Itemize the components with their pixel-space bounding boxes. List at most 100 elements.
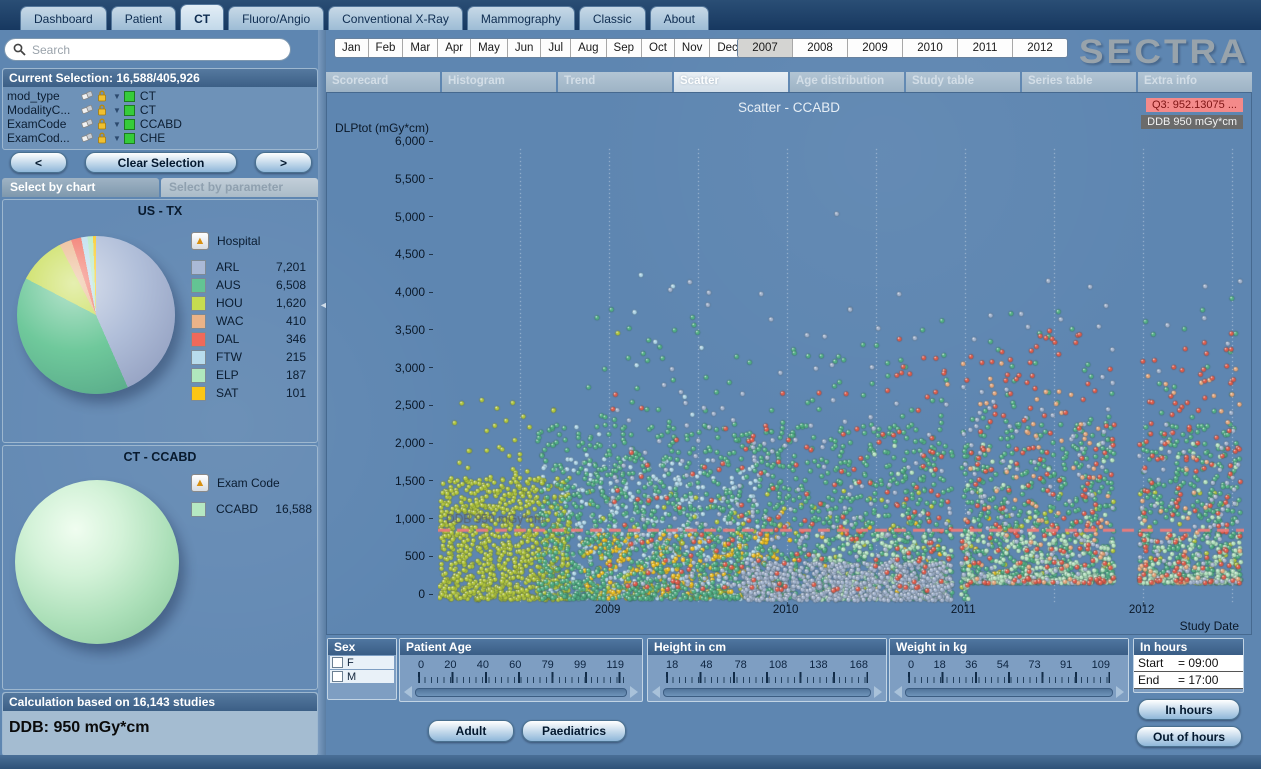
search-input[interactable]: [30, 41, 282, 58]
drill-up-icon[interactable]: ▲: [191, 232, 209, 250]
filter-name: ExamCod...: [7, 131, 70, 145]
year-cell[interactable]: 2012: [1013, 39, 1067, 57]
year-cell[interactable]: 2010: [903, 39, 958, 57]
main-tab[interactable]: Conventional X-Ray: [328, 6, 463, 30]
month-cell[interactable]: Oct: [642, 39, 675, 57]
legend-item[interactable]: ELP 187: [191, 366, 306, 384]
eraser-icon[interactable]: [81, 119, 94, 129]
chart-view-tab[interactable]: Extra info: [1138, 72, 1252, 92]
legend-item[interactable]: DAL 346: [191, 330, 306, 348]
month-cell[interactable]: Sep: [606, 39, 643, 57]
chart-view-tab[interactable]: Trend: [558, 72, 672, 92]
lock-icon[interactable]: [97, 118, 107, 130]
sex-checkbox[interactable]: [332, 671, 343, 682]
next-selection-button[interactable]: >: [255, 152, 312, 173]
slider-left-arrow-icon[interactable]: [404, 686, 412, 698]
slider-right-arrow-icon[interactable]: [874, 686, 882, 698]
legend-item[interactable]: ARL 7,201: [191, 258, 306, 276]
month-cell[interactable]: Jul: [541, 39, 572, 57]
legend-item[interactable]: CCABD 16,588: [191, 500, 312, 518]
year-cell[interactable]: 2007: [738, 39, 793, 57]
year-cell[interactable]: 2011: [958, 39, 1013, 57]
main-tab[interactable]: CT: [180, 4, 225, 30]
adult-button[interactable]: Adult: [428, 720, 514, 742]
hospital-pie-chart[interactable]: [17, 236, 175, 394]
eraser-icon[interactable]: [81, 105, 94, 115]
chart-view-tab[interactable]: Series table: [1022, 72, 1136, 92]
slider-right-arrow-icon[interactable]: [1116, 686, 1124, 698]
hours-time-row[interactable]: Start = 09:00: [1134, 655, 1243, 672]
slider-track[interactable]: [415, 687, 627, 697]
scatter-plot[interactable]: [438, 141, 1244, 606]
selection-status-dot: [123, 90, 135, 102]
drill-up-icon[interactable]: ▲: [191, 474, 209, 492]
out-of-hours-button[interactable]: Out of hours: [1136, 726, 1242, 747]
sex-checkbox[interactable]: [332, 657, 343, 668]
select-mode-tab[interactable]: Select by chart: [2, 178, 159, 197]
month-cell[interactable]: Nov: [674, 39, 711, 57]
legend-item[interactable]: WAC 410: [191, 312, 306, 330]
lock-icon[interactable]: [97, 90, 107, 102]
month-cell[interactable]: Feb: [368, 39, 404, 57]
bottom-edge-strip: [0, 755, 1261, 769]
chart-view-tab[interactable]: Scorecard: [326, 72, 440, 92]
sidebar-splitter[interactable]: ◄: [318, 30, 328, 755]
legend-value: 7,201: [275, 260, 306, 274]
chevron-down-icon[interactable]: ▼: [113, 91, 121, 101]
month-cell[interactable]: Jun: [507, 39, 542, 57]
legend-item[interactable]: SAT 101: [191, 384, 306, 402]
ruler-tick-label: 18: [666, 659, 679, 671]
main-tab[interactable]: Dashboard: [20, 6, 107, 30]
ruler-tick-label: 60: [509, 659, 522, 671]
exam-panel-title: CT - CCABD: [123, 450, 197, 464]
clear-selection-button[interactable]: Clear Selection: [85, 152, 237, 173]
y-tick-label: 1,500: [331, 474, 433, 488]
slider-track[interactable]: [663, 687, 871, 697]
legend-item[interactable]: AUS 6,508: [191, 276, 306, 294]
main-tab[interactable]: Fluoro/Angio: [228, 6, 325, 30]
month-cell[interactable]: Aug: [571, 39, 607, 57]
eraser-icon[interactable]: [81, 133, 94, 143]
month-cell[interactable]: Jan: [335, 39, 369, 57]
legend-item[interactable]: FTW 215: [191, 348, 306, 366]
chart-view-tab[interactable]: Histogram: [442, 72, 556, 92]
month-cell[interactable]: May: [471, 39, 508, 57]
paediatrics-button[interactable]: Paediatrics: [522, 720, 626, 742]
weight-filter-title: Weight in kg: [890, 639, 1128, 655]
height-range-slider[interactable]: [652, 686, 882, 698]
main-tab[interactable]: Mammography: [466, 6, 575, 30]
month-cell[interactable]: Dec: [710, 39, 745, 57]
in-hours-button[interactable]: In hours: [1138, 699, 1240, 720]
main-tab[interactable]: Classic: [578, 6, 646, 30]
chevron-down-icon[interactable]: ▼: [113, 119, 121, 129]
chevron-down-icon[interactable]: ▼: [113, 133, 121, 143]
chart-view-tabs: Scorecard Histogram Trend Scatter Age distri…: [326, 72, 1252, 92]
year-cell[interactable]: 2008: [793, 39, 848, 57]
lock-icon[interactable]: [97, 104, 107, 116]
eraser-icon[interactable]: [81, 91, 94, 101]
age-range-slider[interactable]: [404, 686, 638, 698]
chevron-down-icon[interactable]: ▼: [113, 105, 121, 115]
chart-view-tab[interactable]: Study table: [906, 72, 1020, 92]
previous-selection-button[interactable]: <: [10, 152, 67, 173]
main-tab[interactable]: Patient: [110, 6, 177, 30]
ruler-tick-label: 119: [606, 659, 624, 671]
month-cell[interactable]: Mar: [403, 39, 439, 57]
chart-view-tab[interactable]: Scatter: [674, 72, 788, 92]
weight-range-slider[interactable]: [894, 686, 1124, 698]
chart-view-tab[interactable]: Age distribution: [790, 72, 904, 92]
slider-right-arrow-icon[interactable]: [630, 686, 638, 698]
year-cell[interactable]: 2009: [848, 39, 903, 57]
exam-pie-chart[interactable]: [15, 480, 179, 644]
ruler-tick-label: 36: [965, 659, 978, 671]
hospital-pie-panel: US - TX ▲ Hospital ARL 7,201 AUS 6,508 H…: [2, 199, 318, 443]
slider-left-arrow-icon[interactable]: [894, 686, 902, 698]
main-tab[interactable]: About: [649, 6, 709, 30]
month-cell[interactable]: Apr: [438, 39, 472, 57]
lock-icon[interactable]: [97, 132, 107, 144]
slider-track[interactable]: [905, 687, 1113, 697]
legend-item[interactable]: HOU 1,620: [191, 294, 306, 312]
slider-left-arrow-icon[interactable]: [652, 686, 660, 698]
hours-time-row[interactable]: End = 17:00: [1134, 672, 1243, 689]
select-mode-tab[interactable]: Select by parameter: [161, 178, 318, 197]
